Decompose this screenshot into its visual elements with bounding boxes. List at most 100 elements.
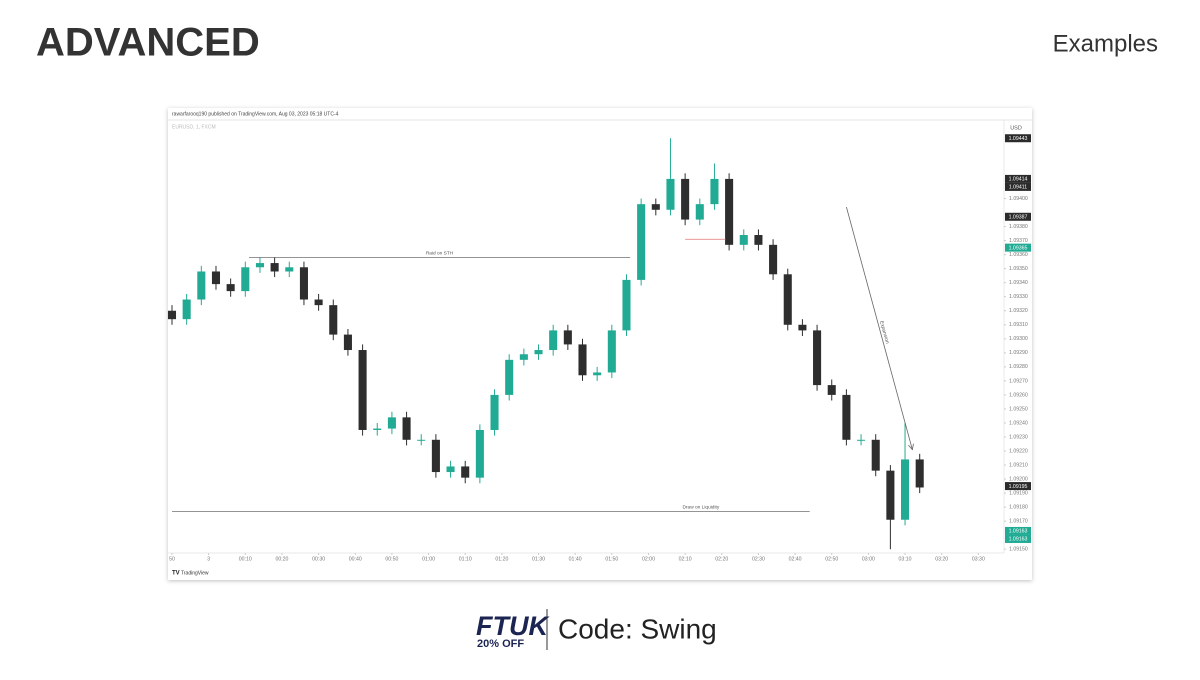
footer-offer: 20% OFF bbox=[477, 638, 524, 650]
x-tick-label: 50 bbox=[169, 556, 175, 562]
candle-body bbox=[607, 330, 616, 373]
x-tick-label: 02:10 bbox=[679, 556, 692, 562]
y-tick-label: 1.09300 bbox=[1009, 336, 1028, 342]
x-tick-label: 00:20 bbox=[275, 556, 288, 562]
price-badge-label: 1.09387 bbox=[1009, 214, 1028, 220]
candle-body bbox=[695, 204, 704, 220]
price-badge-label: 1.09411 bbox=[1009, 185, 1027, 191]
y-tick-label: 1.09190 bbox=[1009, 490, 1028, 496]
candle-body bbox=[593, 372, 602, 376]
y-tick-label: 1.09210 bbox=[1009, 462, 1028, 468]
candle-body bbox=[167, 310, 177, 320]
x-tick-label: 01:10 bbox=[459, 556, 472, 562]
x-tick-label: 00:40 bbox=[349, 556, 362, 562]
candle-body bbox=[739, 235, 748, 245]
y-tick-label: 1.09270 bbox=[1009, 378, 1028, 384]
price-badge-label: 1.09443 bbox=[1009, 136, 1028, 142]
candle-body bbox=[182, 299, 191, 320]
candle-body bbox=[563, 330, 572, 345]
x-tick-label: 01:50 bbox=[605, 556, 618, 562]
candle-body bbox=[754, 235, 763, 245]
section-label: Examples bbox=[1053, 30, 1158, 57]
x-tick-label: 02:00 bbox=[642, 556, 655, 562]
y-tick-label: 1.09340 bbox=[1009, 280, 1028, 286]
y-tick-label: 1.09200 bbox=[1009, 476, 1028, 482]
candle-body bbox=[211, 271, 221, 285]
candle-body bbox=[270, 263, 279, 272]
candle-body bbox=[622, 279, 631, 331]
y-tick-label: 1.09230 bbox=[1009, 434, 1028, 440]
x-tick-label: 00:10 bbox=[239, 556, 252, 562]
candle-body bbox=[402, 417, 411, 440]
y-tick-label: 1.09180 bbox=[1009, 504, 1028, 510]
candle-body bbox=[226, 284, 235, 292]
brand-logo: TV bbox=[172, 571, 180, 577]
price-badge-label: 1.09163 bbox=[1009, 529, 1028, 535]
chart-header: rawarfarooq190 published on TradingView.… bbox=[172, 111, 339, 117]
candle-body bbox=[798, 324, 807, 331]
x-tick-label: 01:30 bbox=[532, 556, 545, 562]
price-badge bbox=[1005, 134, 1031, 143]
price-badge bbox=[1005, 534, 1031, 543]
x-tick-label: 03:10 bbox=[899, 556, 912, 562]
candle-body bbox=[886, 470, 895, 520]
candle-body bbox=[431, 439, 440, 473]
candle-body bbox=[681, 178, 690, 220]
arrow-line bbox=[846, 206, 913, 450]
y-tick-label: 1.09260 bbox=[1009, 392, 1028, 398]
y-tick-label: 1.09350 bbox=[1009, 266, 1028, 272]
candle-body bbox=[534, 350, 543, 355]
y-tick-label: 1.09360 bbox=[1009, 252, 1028, 258]
y-tick-label: 1.09150 bbox=[1009, 547, 1028, 553]
slide-title: ADVANCED bbox=[36, 21, 260, 65]
arrow-label: Expansion bbox=[878, 320, 890, 344]
level-label: Draw on Liquidity bbox=[682, 505, 719, 511]
price-badge-label: 1.09414 bbox=[1009, 177, 1028, 183]
x-tick-label: 3 bbox=[207, 556, 210, 562]
x-tick-label: 03:00 bbox=[862, 556, 875, 562]
y-tick-label: 1.09280 bbox=[1009, 364, 1028, 370]
x-tick-label: 02:30 bbox=[752, 556, 765, 562]
price-badge-label: 1.09195 bbox=[1009, 484, 1028, 490]
candle-body bbox=[314, 299, 323, 306]
candle-body bbox=[783, 274, 792, 325]
x-tick-label: 02:50 bbox=[825, 556, 838, 562]
candle-body bbox=[651, 204, 660, 210]
candle-body bbox=[255, 263, 264, 268]
x-tick-label: 00:50 bbox=[385, 556, 398, 562]
price-badge bbox=[1005, 482, 1031, 491]
candle-body bbox=[666, 178, 675, 210]
price-badge bbox=[1005, 526, 1031, 535]
candle-body bbox=[461, 466, 470, 478]
x-tick-label: 01:00 bbox=[422, 556, 435, 562]
candle-body bbox=[871, 439, 880, 471]
candle-body bbox=[490, 394, 499, 430]
candle-body bbox=[358, 350, 367, 430]
price-badge bbox=[1005, 182, 1031, 191]
candle-body bbox=[241, 267, 250, 292]
x-tick-label: 02:20 bbox=[715, 556, 728, 562]
y-tick-label: 1.09170 bbox=[1009, 519, 1028, 525]
price-badge-label: 1.09163 bbox=[1009, 537, 1028, 543]
candle-body bbox=[901, 459, 910, 520]
candle-body bbox=[827, 385, 836, 395]
price-badge-label: 1.09365 bbox=[1009, 245, 1028, 251]
candle-body bbox=[505, 359, 514, 395]
candle-body bbox=[417, 439, 426, 441]
x-tick-label: 00:30 bbox=[312, 556, 325, 562]
symbol: EURUSD, 1, FXCM bbox=[172, 124, 216, 130]
x-tick-label: 01:20 bbox=[495, 556, 508, 562]
price-badge bbox=[1005, 243, 1031, 252]
y-tick-label: 1.09250 bbox=[1009, 406, 1028, 412]
candle-body bbox=[285, 267, 294, 272]
candle-body bbox=[637, 204, 646, 280]
candle-body bbox=[446, 466, 455, 473]
brand: TradingView bbox=[181, 570, 209, 576]
x-tick-label: 03:20 bbox=[935, 556, 948, 562]
candle-body bbox=[519, 354, 528, 360]
candle-body bbox=[578, 344, 587, 376]
price-badge bbox=[1005, 212, 1031, 221]
level-label: Raid on STH bbox=[426, 251, 454, 257]
candle-body bbox=[725, 178, 734, 245]
